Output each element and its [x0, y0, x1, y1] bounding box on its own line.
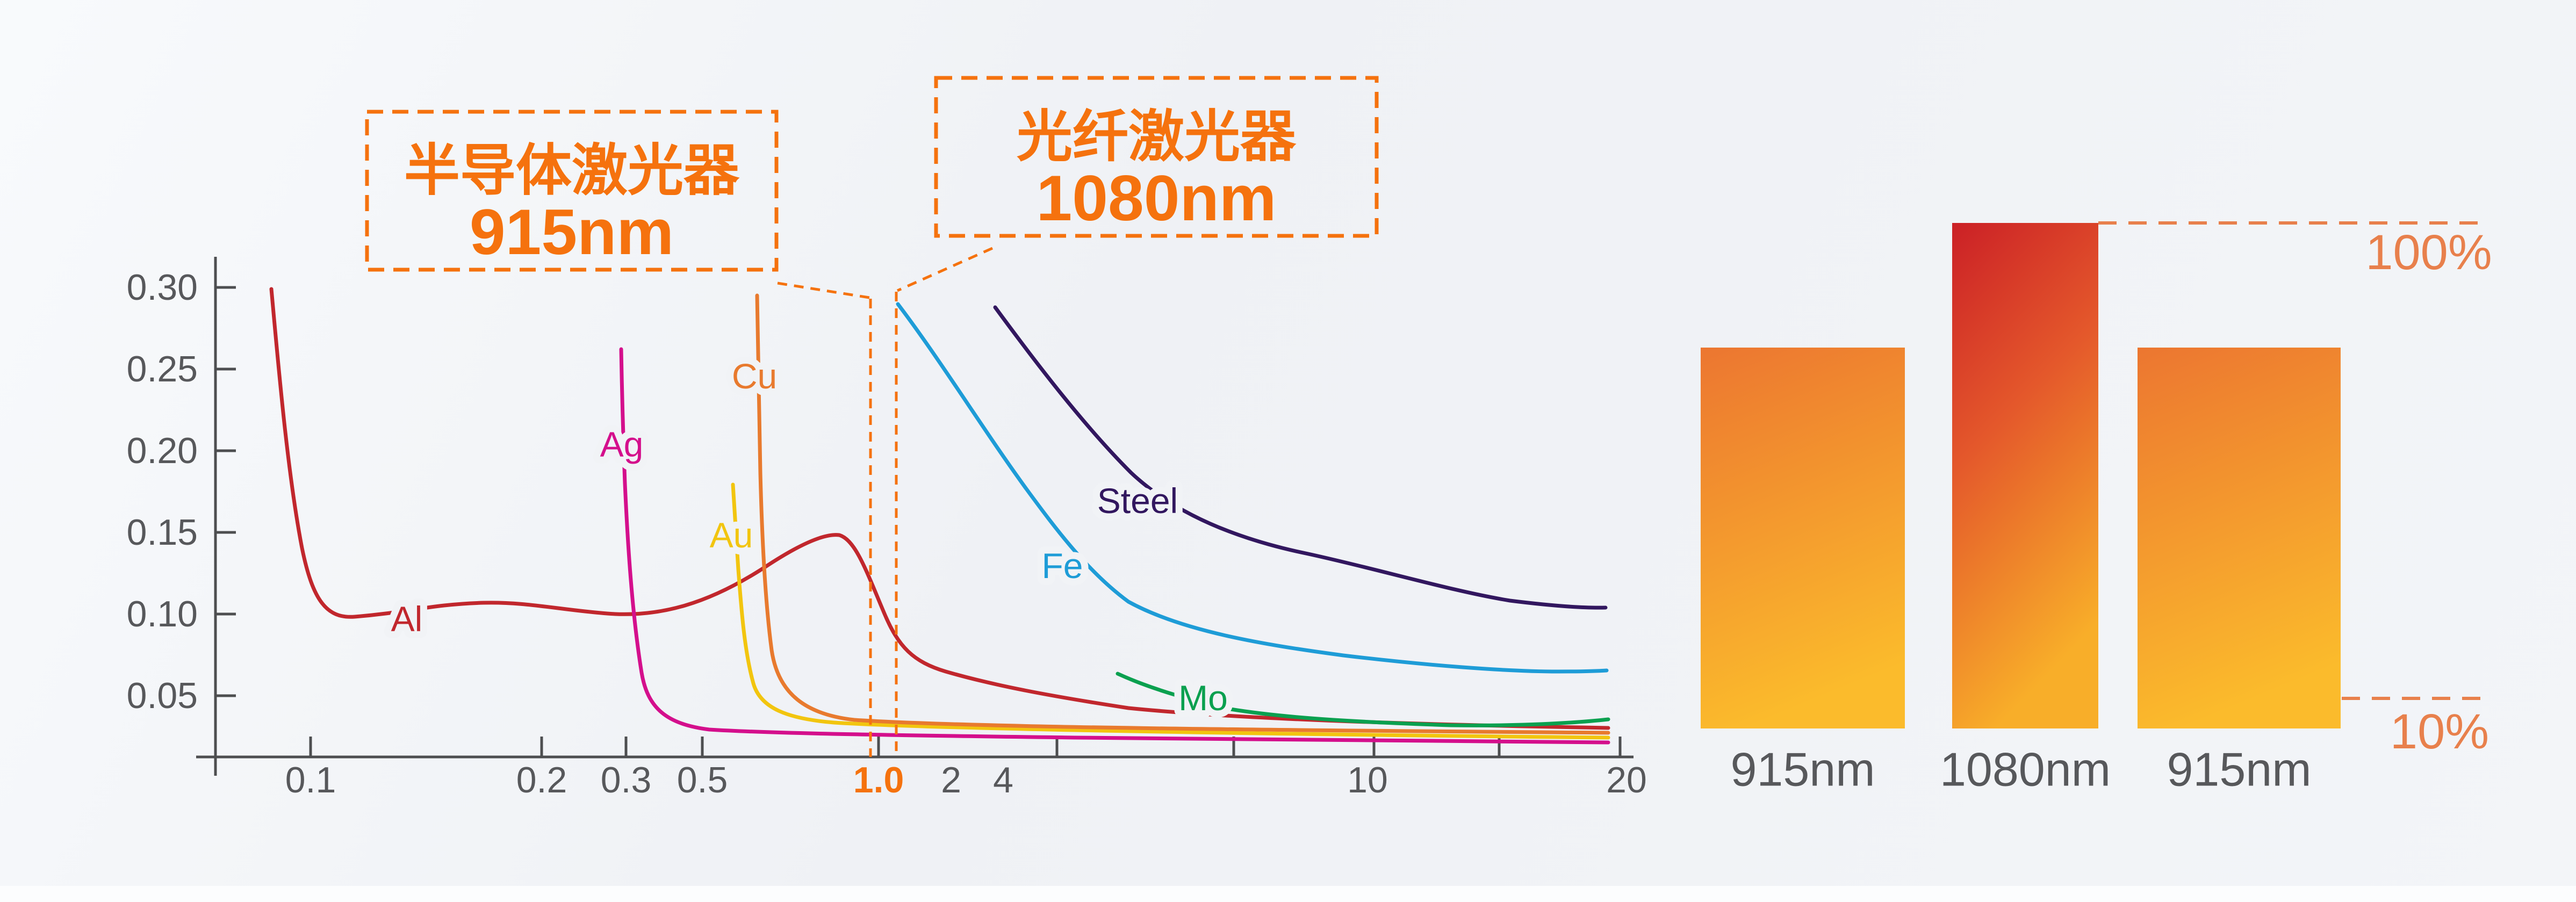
leader-line-box1	[777, 282, 870, 299]
annotation-box2-value: 1080nm	[1037, 162, 1277, 234]
al-curve-label: Al	[391, 599, 423, 639]
bar-label-915nm-right: 915nm	[2167, 743, 2311, 796]
x-tick-label-03: 0.3	[601, 760, 652, 800]
ag-curve-label: Ag	[600, 424, 644, 464]
bar-915nm-right	[2138, 348, 2341, 728]
annotation-box-fiber-laser: 光纤激光器 1080nm	[934, 76, 1379, 238]
y-tick-label-015: 0.15	[127, 512, 198, 553]
reference-label-10pct: 10%	[2390, 704, 2489, 759]
line-chart: 0.30 0.25 0.20 0.15 0.10 0.05 0.1 0.2 0.…	[127, 76, 1647, 800]
bottom-edge-strip	[0, 886, 2576, 902]
x-tick-label-10-highlight: 1.0	[853, 760, 904, 800]
au-curve-label: Au	[710, 515, 753, 555]
curves	[269, 287, 1610, 745]
cu-curve-label: Cu	[732, 356, 777, 396]
reference-label-100pct: 100%	[2365, 225, 2492, 280]
bar-chart: 100% 10% 915nm 1080nm 915nm	[1701, 221, 2492, 796]
mo-curve	[1116, 672, 1610, 727]
leader-line-box2	[896, 247, 994, 292]
x-tick-label-05: 0.5	[677, 760, 728, 800]
x-tick-label-02: 0.2	[516, 760, 567, 800]
annotation-box-semiconductor-laser: 半导体激光器 915nm	[365, 110, 779, 272]
cu-curve	[755, 293, 1610, 735]
bar-reference-lines	[2098, 221, 2485, 700]
fe-curve	[896, 302, 1609, 674]
ag-curve	[619, 347, 1610, 745]
annotation-box1-border	[365, 110, 779, 272]
al-curve	[269, 287, 1610, 730]
annotation-box2-title: 光纤激光器	[1017, 106, 1297, 168]
annotation-box1-title: 半导体激光器	[404, 140, 740, 202]
y-tick-label-010: 0.10	[127, 594, 198, 634]
au-curve	[731, 482, 1610, 740]
steel-curve	[993, 305, 1608, 610]
y-tick-label-005: 0.05	[127, 675, 198, 716]
y-tick-label-020: 0.20	[127, 430, 198, 471]
y-axis-ticks	[215, 286, 236, 697]
x-tick-label-20: 20	[1606, 760, 1647, 800]
x-tick-label-01: 0.1	[285, 760, 336, 800]
fe-curve-label: Fe	[1041, 546, 1083, 586]
wavelength-markers	[777, 247, 994, 757]
bar-1080nm	[1952, 223, 2098, 728]
steel-curve-label: Steel	[1097, 481, 1178, 521]
y-tick-label-025: 0.25	[127, 349, 198, 389]
x-tick-label-2: 2	[941, 760, 961, 800]
mo-curve-label: Mo	[1178, 678, 1228, 718]
annotation-box2-border	[934, 76, 1379, 238]
bar-915nm-left	[1701, 348, 1905, 728]
x-axis-ticks	[309, 737, 1622, 757]
x-tick-label-4: 4	[993, 760, 1013, 800]
y-tick-label-030: 0.30	[127, 267, 198, 308]
bar-label-1080nm: 1080nm	[1940, 743, 2111, 796]
bar-label-915nm-left: 915nm	[1730, 743, 1875, 796]
x-tick-label-10b: 10	[1347, 760, 1388, 800]
annotation-box1-value: 915nm	[470, 196, 674, 268]
